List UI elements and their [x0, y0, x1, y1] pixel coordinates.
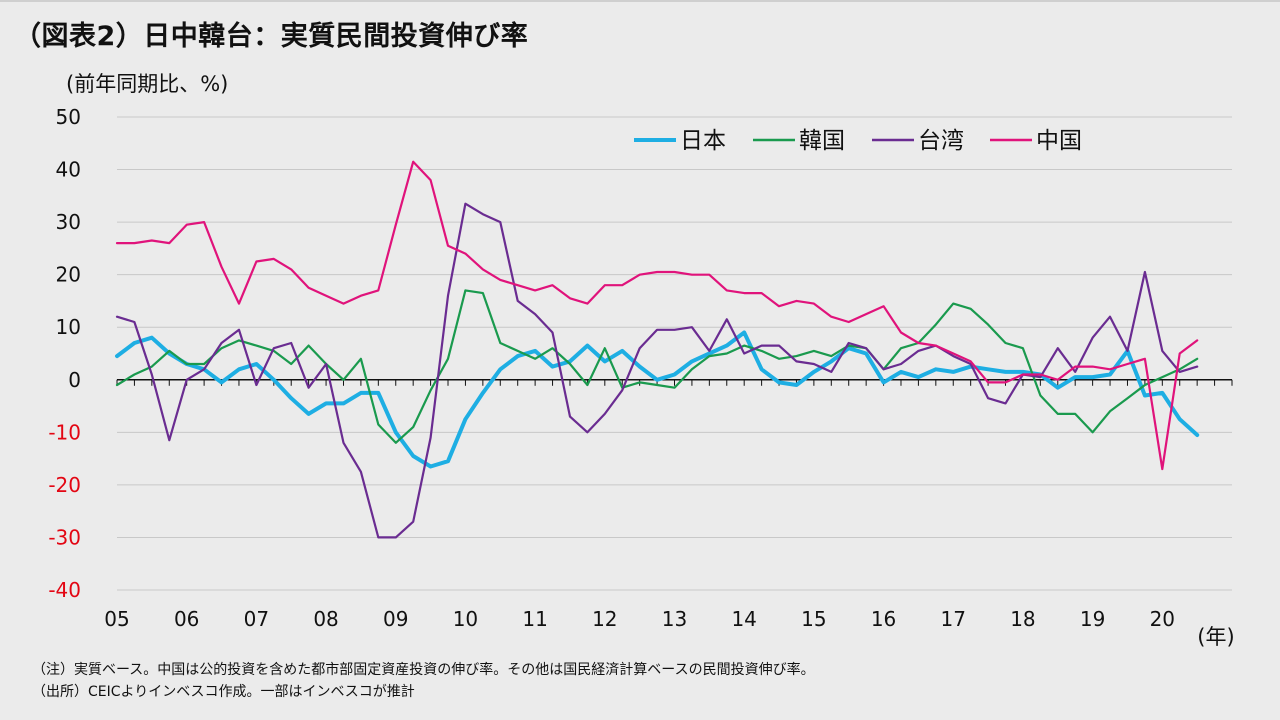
x-tick-label: 10 [453, 607, 478, 631]
legend-label: 中国 [1036, 128, 1082, 154]
x-tick-label: 08 [313, 607, 338, 631]
x-tick-label: 07 [244, 607, 269, 631]
x-tick-label: 13 [662, 607, 687, 631]
series-line-2 [115, 289, 1199, 444]
y-axis-ticks: 50 40 30 20 10 0 -10 -20 -30 -40 [48, 105, 81, 602]
x-tick-label: 12 [592, 607, 617, 631]
y-tick-label: 0 [68, 368, 81, 392]
y-tick-label: -20 [48, 473, 81, 497]
x-tick-label: 17 [941, 607, 966, 631]
x-axis-unit-label: (年) [1197, 625, 1234, 649]
gridlines [117, 116, 1232, 591]
chart-title: （図表2）日中韓台：実質民間投資伸び率 [14, 21, 529, 52]
series-lines [115, 160, 1200, 539]
series-line-3 [115, 202, 1199, 539]
series-line-1 [115, 330, 1200, 469]
x-tick-label: 18 [1010, 607, 1035, 631]
x-tick-label: 05 [104, 607, 129, 631]
footnote: （注）実質ベース。中国は公的投資を含めた都市部固定資産投資の伸び率。その他は国民… [32, 662, 815, 678]
y-tick-label: 30 [56, 210, 81, 234]
x-axis: 05 06 07 08 09 10 11 12 13 14 15 16 17 18 19 20 (年) [104, 379, 1235, 649]
y-tick-label: -30 [48, 525, 81, 549]
y-tick-label: 40 [56, 158, 81, 182]
x-tick-label: 11 [522, 607, 547, 631]
legend-label: 日本 [680, 128, 726, 154]
x-tick-label: 19 [1080, 607, 1105, 631]
x-tick-label: 14 [731, 607, 756, 631]
x-tick-label: 06 [174, 607, 199, 631]
y-tick-label: 20 [56, 263, 81, 287]
legend: 日本 韓国 台湾 中国 [634, 128, 1082, 154]
x-tick-label: 15 [801, 607, 826, 631]
y-tick-label: -10 [48, 420, 81, 444]
legend-label: 韓国 [799, 128, 845, 154]
series-line-4 [115, 160, 1199, 471]
y-tick-label: 10 [56, 315, 81, 339]
legend-label: 台湾 [918, 128, 964, 154]
x-tick-label: 09 [383, 607, 408, 631]
x-tick-label: 20 [1150, 607, 1175, 631]
x-tick-label: 16 [871, 607, 896, 631]
source-note: （出所）CEICよりインベスコ作成。一部はインベスコが推計 [32, 684, 415, 700]
y-axis-unit-label: (前年同期比、%) [66, 72, 229, 96]
y-tick-label: 50 [56, 105, 81, 129]
top-border [0, 0, 1280, 2]
y-tick-label: -40 [48, 578, 81, 602]
